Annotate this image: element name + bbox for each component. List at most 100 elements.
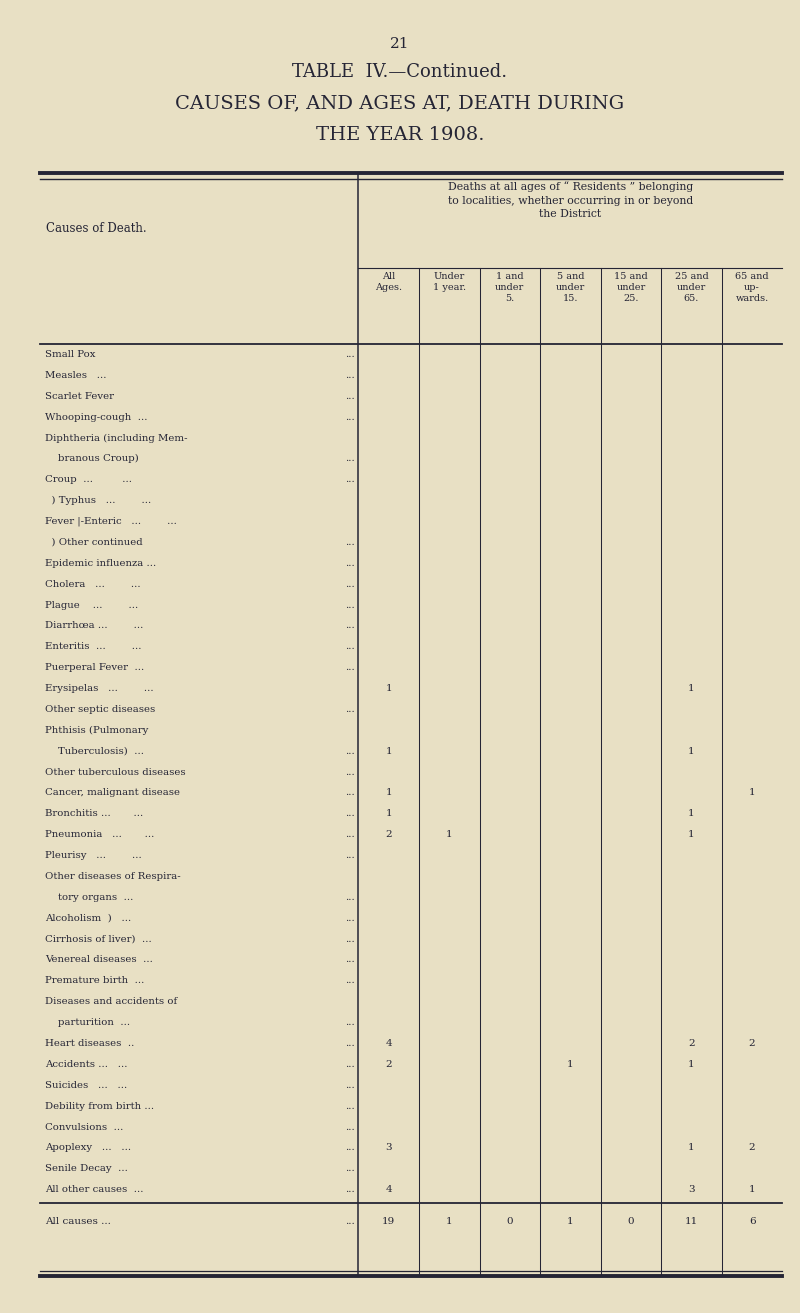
Text: Cancer, malignant disease: Cancer, malignant disease [45, 788, 180, 797]
Text: ...: ... [346, 1060, 355, 1069]
Text: Small Pox: Small Pox [45, 351, 95, 358]
Text: ...: ... [346, 851, 355, 860]
Text: Cirrhosis of liver)  ...: Cirrhosis of liver) ... [45, 935, 151, 944]
Text: ...: ... [346, 1144, 355, 1153]
Text: ...: ... [346, 1186, 355, 1194]
Text: ...: ... [346, 391, 355, 400]
Text: 1: 1 [688, 747, 695, 756]
Text: ...: ... [346, 600, 355, 609]
Text: ...: ... [346, 893, 355, 902]
Text: 25 and
under
65.: 25 and under 65. [674, 272, 709, 303]
Text: 1: 1 [386, 684, 392, 693]
Text: 19: 19 [382, 1217, 395, 1225]
Text: 2: 2 [749, 1039, 755, 1048]
Text: ...: ... [346, 788, 355, 797]
Text: ...: ... [346, 642, 355, 651]
Text: parturition  ...: parturition ... [45, 1018, 130, 1027]
Text: Diarrhœa ...        ...: Diarrhœa ... ... [45, 621, 143, 630]
Text: ...: ... [346, 579, 355, 588]
Text: ...: ... [346, 412, 355, 421]
Text: 15 and
under
25.: 15 and under 25. [614, 272, 648, 303]
Text: ...: ... [346, 935, 355, 944]
Text: ...: ... [346, 621, 355, 630]
Text: 1: 1 [688, 684, 695, 693]
Text: ...: ... [346, 454, 355, 463]
Text: Causes of Death.: Causes of Death. [46, 222, 147, 235]
Text: ...: ... [346, 1123, 355, 1132]
Text: 1: 1 [688, 830, 695, 839]
Text: Senile Decay  ...: Senile Decay ... [45, 1165, 128, 1174]
Text: 21: 21 [390, 37, 410, 51]
Text: ...: ... [346, 747, 355, 756]
Text: 1: 1 [386, 788, 392, 797]
Text: 1: 1 [688, 1060, 695, 1069]
Text: Heart diseases  ..: Heart diseases .. [45, 1039, 134, 1048]
Text: ...: ... [346, 977, 355, 985]
Text: Accidents ...   ...: Accidents ... ... [45, 1060, 127, 1069]
Text: Deaths at all ages of “ Residents ” belonging
to localities, whether occurring i: Deaths at all ages of “ Residents ” belo… [448, 181, 693, 219]
Text: 65 and
up-
wards.: 65 and up- wards. [735, 272, 769, 303]
Text: ...: ... [346, 538, 355, 548]
Text: Whooping-cough  ...: Whooping-cough ... [45, 412, 147, 421]
Text: ...: ... [346, 705, 355, 714]
Text: ) Typhus   ...        ...: ) Typhus ... ... [45, 496, 151, 506]
Text: Puerperal Fever  ...: Puerperal Fever ... [45, 663, 144, 672]
Text: Erysipelas   ...        ...: Erysipelas ... ... [45, 684, 154, 693]
Text: 1: 1 [446, 1217, 453, 1225]
Text: Croup  ...         ...: Croup ... ... [45, 475, 132, 484]
Text: CAUSES OF, AND AGES AT, DEATH DURING: CAUSES OF, AND AGES AT, DEATH DURING [175, 95, 625, 113]
Text: Convulsions  ...: Convulsions ... [45, 1123, 123, 1132]
Text: 1: 1 [749, 1186, 755, 1194]
Text: ) Other continued: ) Other continued [45, 538, 142, 548]
Text: ...: ... [346, 351, 355, 358]
Text: 4: 4 [386, 1186, 392, 1194]
Text: 1: 1 [446, 830, 453, 839]
Text: Measles   ...: Measles ... [45, 370, 106, 379]
Text: ...: ... [346, 370, 355, 379]
Text: Diphtheria (including Mem-: Diphtheria (including Mem- [45, 433, 187, 442]
Text: Other septic diseases: Other septic diseases [45, 705, 155, 714]
Text: Other tuberculous diseases: Other tuberculous diseases [45, 768, 186, 776]
Text: 1: 1 [567, 1060, 574, 1069]
Text: Premature birth  ...: Premature birth ... [45, 977, 144, 985]
Text: 3: 3 [688, 1186, 695, 1194]
Text: 6: 6 [749, 1217, 755, 1225]
Text: Scarlet Fever: Scarlet Fever [45, 391, 114, 400]
Text: 2: 2 [749, 1144, 755, 1153]
Text: 1: 1 [688, 809, 695, 818]
Text: ...: ... [346, 1081, 355, 1090]
Text: Pleurisy   ...        ...: Pleurisy ... ... [45, 851, 142, 860]
Text: Cholera   ...        ...: Cholera ... ... [45, 579, 141, 588]
Text: Enteritis  ...        ...: Enteritis ... ... [45, 642, 142, 651]
Text: 4: 4 [386, 1039, 392, 1048]
Text: ...: ... [346, 663, 355, 672]
Text: Fever |-Enteric   ...        ...: Fever |-Enteric ... ... [45, 517, 177, 527]
Text: 1: 1 [567, 1217, 574, 1225]
Text: 0: 0 [506, 1217, 513, 1225]
Text: Tuberculosis)  ...: Tuberculosis) ... [45, 747, 144, 756]
Text: 1: 1 [688, 1144, 695, 1153]
Text: Apoplexy   ...   ...: Apoplexy ... ... [45, 1144, 131, 1153]
Text: 5 and
under
15.: 5 and under 15. [556, 272, 585, 303]
Text: Other diseases of Respira-: Other diseases of Respira- [45, 872, 181, 881]
Text: 0: 0 [628, 1217, 634, 1225]
Text: ...: ... [346, 956, 355, 965]
Text: ...: ... [346, 475, 355, 484]
Text: ...: ... [346, 559, 355, 567]
Text: All other causes  ...: All other causes ... [45, 1186, 143, 1194]
Text: 2: 2 [688, 1039, 695, 1048]
Text: Suicides   ...   ...: Suicides ... ... [45, 1081, 127, 1090]
Text: Phthisis (Pulmonary: Phthisis (Pulmonary [45, 726, 148, 735]
Text: ...: ... [346, 768, 355, 776]
Text: THE YEAR 1908.: THE YEAR 1908. [316, 126, 484, 144]
Text: 1: 1 [386, 809, 392, 818]
Text: ...: ... [346, 1102, 355, 1111]
Text: ...: ... [346, 1039, 355, 1048]
Text: TABLE  IV.—Continued.: TABLE IV.—Continued. [293, 63, 507, 81]
Text: 2: 2 [386, 830, 392, 839]
Text: Debility from birth ...: Debility from birth ... [45, 1102, 154, 1111]
Text: ...: ... [346, 1165, 355, 1174]
Text: 3: 3 [386, 1144, 392, 1153]
Text: Under
1 year.: Under 1 year. [433, 272, 466, 291]
Text: tory organs  ...: tory organs ... [45, 893, 133, 902]
